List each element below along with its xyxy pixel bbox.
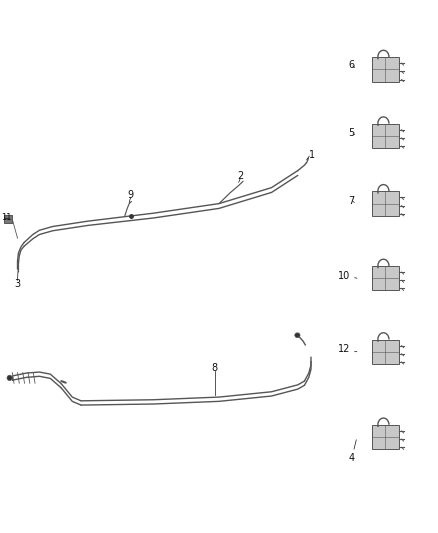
Bar <box>372 191 399 216</box>
Text: 2: 2 <box>237 171 243 181</box>
Text: 9: 9 <box>127 190 134 199</box>
Text: 10: 10 <box>338 271 357 280</box>
Bar <box>372 425 399 449</box>
Text: 4: 4 <box>349 440 356 463</box>
Text: 3: 3 <box>14 279 21 288</box>
Text: 12: 12 <box>338 344 357 354</box>
Text: 6: 6 <box>349 60 355 70</box>
Bar <box>372 266 399 290</box>
Text: 5: 5 <box>349 128 355 138</box>
Bar <box>372 124 399 148</box>
Text: 8: 8 <box>212 363 218 373</box>
Bar <box>372 57 399 82</box>
Text: 1: 1 <box>309 150 315 159</box>
Ellipse shape <box>7 375 12 381</box>
Text: 11: 11 <box>1 214 11 222</box>
Ellipse shape <box>295 333 300 338</box>
Bar <box>372 340 399 364</box>
Text: 7: 7 <box>349 196 355 206</box>
Bar <box>4 215 12 223</box>
